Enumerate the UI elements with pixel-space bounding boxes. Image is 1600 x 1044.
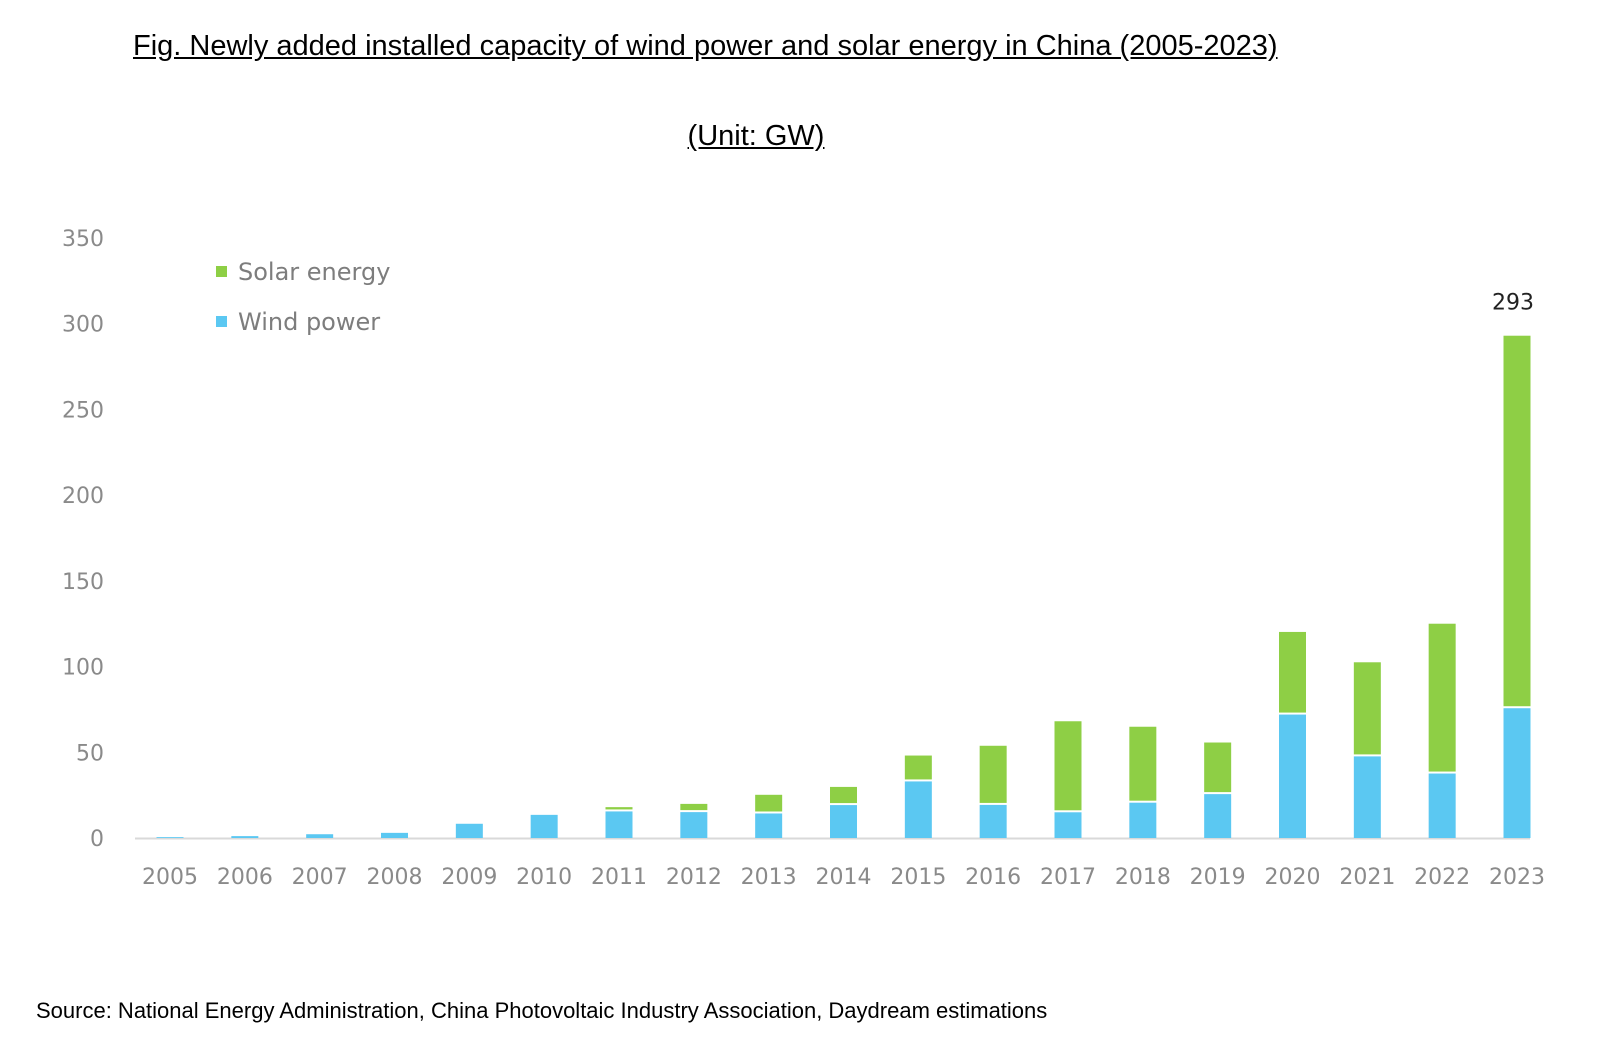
- bar-wind-2016: [979, 804, 1007, 838]
- bar-wind-2018: [1129, 802, 1157, 838]
- x-tick-label: 2009: [441, 865, 497, 890]
- bar-solar-2017: [1054, 721, 1082, 811]
- y-tick-label: 50: [76, 741, 104, 766]
- bar-solar-2022: [1428, 623, 1456, 772]
- x-tick-label: 2010: [516, 865, 572, 890]
- bar-wind-2011: [605, 811, 633, 838]
- bar-wind-2023: [1503, 708, 1531, 838]
- bar-solar-2021: [1353, 662, 1381, 755]
- y-tick-label: 150: [62, 570, 104, 595]
- bar-solar-2014: [830, 786, 857, 804]
- x-tick-label: 2020: [1265, 865, 1321, 890]
- bar-solar-2019: [1204, 742, 1232, 793]
- bar-wind-2021: [1353, 756, 1381, 838]
- x-tick-label: 2011: [591, 865, 647, 890]
- bar-solar-2015: [904, 755, 932, 780]
- bar-wind-2022: [1428, 773, 1456, 838]
- x-tick-label: 2013: [741, 865, 797, 890]
- bars: [156, 335, 1531, 838]
- bar-wind-2013: [755, 813, 783, 838]
- bar-wind-2015: [904, 781, 932, 838]
- y-tick-label: 250: [62, 398, 104, 423]
- y-tick-label: 0: [90, 827, 104, 852]
- y-tick-label: 350: [62, 227, 104, 252]
- bar-wind-2020: [1279, 714, 1306, 838]
- x-tick-label: 2018: [1115, 865, 1171, 890]
- x-tick-label: 2012: [666, 865, 722, 890]
- x-axis-ticks: 2005 2006 2007 2008 2009 2010 2011 2012 2013 2014…: [142, 865, 1545, 890]
- x-tick-label: 2021: [1339, 865, 1395, 890]
- x-tick-label: 2006: [217, 865, 273, 890]
- bar-solar-2023: [1503, 335, 1531, 707]
- x-tick-label: 2005: [142, 865, 198, 890]
- bar-wind-2009: [455, 823, 483, 838]
- bar-solar-2013: [755, 794, 783, 812]
- bar-wind-2019: [1204, 794, 1232, 838]
- legend-swatch-wind: [216, 316, 227, 327]
- bar-wind-2017: [1054, 812, 1082, 838]
- bar-wind-2012: [680, 812, 708, 838]
- legend-label-solar: Solar energy: [238, 258, 390, 286]
- legend-swatch-solar: [216, 266, 227, 277]
- y-tick-label: 100: [62, 656, 104, 681]
- x-tick-label: 2017: [1040, 865, 1096, 890]
- x-tick-label: 2019: [1190, 865, 1246, 890]
- y-tick-label: 200: [62, 484, 104, 509]
- x-tick-label: 2016: [965, 865, 1021, 890]
- x-tick-label: 2015: [890, 865, 946, 890]
- bar-solar-2011: [605, 807, 633, 810]
- bar-wind-2005: [156, 837, 184, 838]
- x-tick-label: 2014: [816, 865, 872, 890]
- bar-wind-2008: [381, 832, 408, 838]
- chart-title: Fig. Newly added installed capacity of w…: [133, 30, 1278, 62]
- legend-label-wind: Wind power: [238, 308, 380, 336]
- chart-subtitle: (Unit: GW): [687, 120, 825, 152]
- bar-wind-2010: [530, 814, 558, 838]
- x-tick-label: 2007: [292, 865, 348, 890]
- y-axis-ticks: 0 50 100 150 200 250 300 350: [62, 227, 104, 852]
- bar-solar-2020: [1279, 631, 1306, 713]
- x-tick-label: 2008: [367, 865, 423, 890]
- bar-solar-2016: [979, 745, 1007, 803]
- x-tick-label: 2023: [1489, 865, 1545, 890]
- total-label-2023: 293: [1492, 291, 1534, 316]
- bar-solar-2018: [1129, 726, 1157, 801]
- bar-solar-2012: [680, 803, 708, 811]
- bar-wind-2006: [231, 836, 259, 838]
- bar-wind-2007: [306, 834, 334, 838]
- legend: Solar energy Wind power: [216, 258, 390, 336]
- x-tick-label: 2022: [1414, 865, 1470, 890]
- bar-wind-2014: [830, 805, 857, 838]
- y-tick-label: 300: [62, 313, 104, 338]
- source-note: Source: National Energy Administration, …: [36, 998, 1048, 1023]
- annotations: 293: [1492, 291, 1534, 316]
